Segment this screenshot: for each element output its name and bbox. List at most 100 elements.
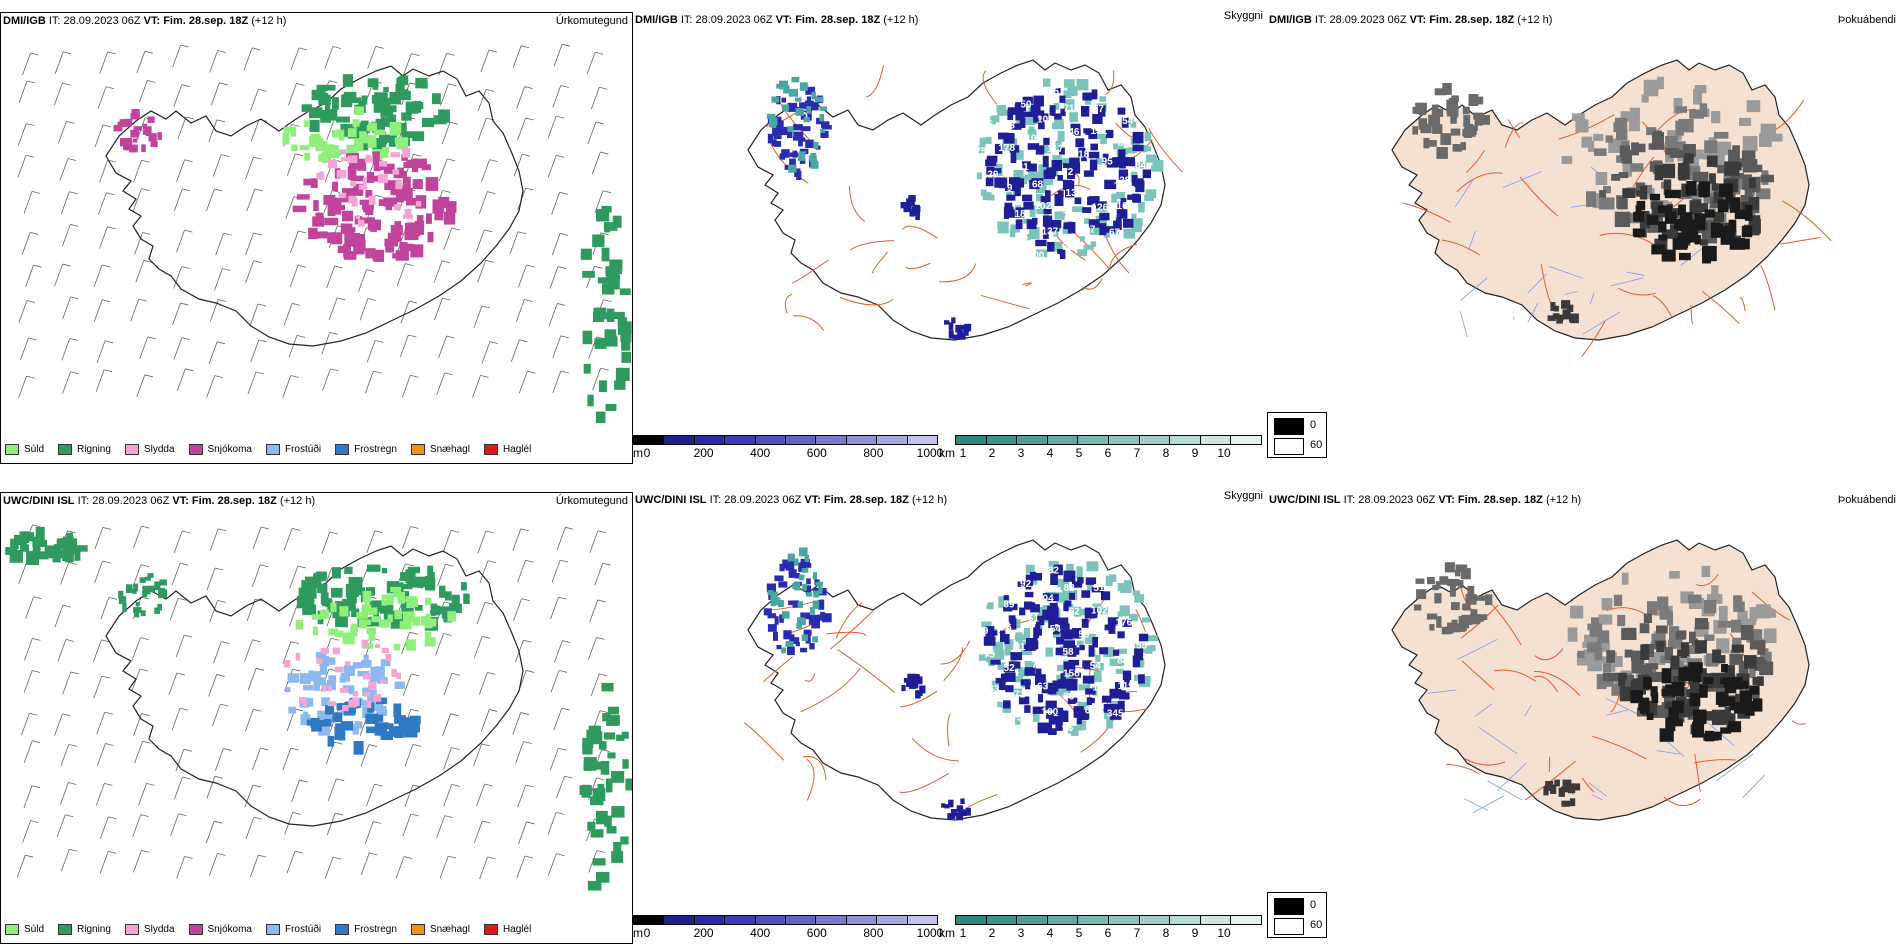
- precip-cell: [368, 681, 377, 690]
- visibility-map: 5870541588159636154526286761567110411275…: [743, 539, 1166, 821]
- fog-cell: [1741, 150, 1756, 161]
- visibility-value-label: 35: [987, 226, 999, 237]
- precip-cell: [351, 197, 358, 207]
- precip-cell: [362, 687, 372, 697]
- fog-cell: [1664, 189, 1681, 199]
- precip-cell: [415, 201, 422, 207]
- fog-cell: [1668, 669, 1680, 684]
- vis-cell: [1017, 581, 1029, 587]
- vis-cell: [1024, 174, 1037, 181]
- vis-cell: [1029, 227, 1040, 240]
- precip-cell: [342, 705, 349, 712]
- vis-cell: [1143, 146, 1152, 152]
- panel-header: DMI/IGB IT: 28.09.2023 06Z VT: Fim. 28.s…: [1269, 14, 1898, 30]
- fog-cell: [1717, 655, 1726, 664]
- cloudbase-colorbar: [633, 915, 938, 925]
- colorbar-segment: [816, 436, 847, 444]
- vis-cell: [1063, 661, 1076, 673]
- vis-cell: [1057, 190, 1064, 197]
- vis-cell: [767, 624, 777, 632]
- vis-cell: [1015, 178, 1024, 188]
- precip-cell: [343, 244, 351, 258]
- fog-cell: [1746, 657, 1755, 666]
- fog-cell: [1647, 601, 1657, 615]
- precip-cell: [372, 151, 380, 164]
- visibility-value-label: 82: [1048, 565, 1060, 576]
- precip-cell: [394, 715, 406, 724]
- model-name: UWC/DINI ISL: [1269, 494, 1341, 506]
- legend-item: Rigning: [58, 443, 111, 455]
- fog-cell: [1593, 148, 1607, 156]
- fog-cell: [1711, 709, 1726, 726]
- precip-cell: [332, 647, 341, 655]
- vis-cell: [1042, 593, 1051, 599]
- precip-cell: [147, 573, 154, 578]
- fog-cell: [1741, 681, 1749, 689]
- fog-panel-uwc: UWC/DINI ISL IT: 28.09.2023 06Z VT: Fim.…: [1267, 492, 1900, 944]
- precip-cell: [404, 243, 414, 252]
- vis-cell: [1076, 566, 1083, 579]
- vis-cell: [798, 562, 807, 572]
- vis-cell: [1048, 226, 1060, 232]
- precip-cell: [330, 602, 337, 613]
- fog-cell: [1718, 621, 1733, 628]
- vis-cell: [914, 206, 921, 212]
- vis-cell: [810, 160, 819, 169]
- fog-cell: [1698, 185, 1708, 198]
- precip-cell: [342, 188, 356, 197]
- precip-cell: [412, 179, 423, 190]
- fog-cell: [1724, 665, 1735, 681]
- visibility-value-label: 59: [1017, 713, 1029, 724]
- vis-cell: [1025, 682, 1031, 690]
- visibility-value-label: 131: [1090, 126, 1107, 137]
- vis-cell: [798, 547, 808, 557]
- vis-cell: [1056, 637, 1065, 645]
- iceland-land: [1391, 59, 1832, 357]
- precip-cell: [394, 610, 402, 620]
- vis-cell: [1027, 143, 1040, 150]
- precip-cell: [323, 719, 332, 726]
- precip-cell: [387, 232, 402, 242]
- fog-cell: [1554, 779, 1560, 787]
- vis-cell: [1090, 143, 1098, 151]
- precip-cell: [316, 571, 327, 580]
- fog-cell: [1760, 123, 1776, 137]
- vis-cell: [1027, 129, 1037, 140]
- fog-cell: [1678, 204, 1686, 216]
- precip-cell: [605, 404, 617, 411]
- precip-cell: [131, 109, 139, 117]
- vis-cell: [948, 799, 954, 808]
- fog-cell: [1420, 123, 1432, 134]
- vis-cell: [1122, 619, 1132, 627]
- vis-cell: [1132, 144, 1144, 151]
- fog-cell: [1726, 713, 1736, 729]
- fog-cell: [1692, 721, 1705, 738]
- legend-swatch: [265, 443, 280, 455]
- colorbar-unit: m: [633, 926, 643, 940]
- precip-cell: [342, 74, 354, 87]
- precip-cell: [461, 582, 467, 591]
- fog-cell: [1436, 108, 1444, 117]
- precip-cell: [20, 544, 30, 552]
- vis-cell: [1065, 188, 1075, 198]
- fog-cell: [1739, 117, 1752, 126]
- colorbar-tick: 3: [1017, 926, 1025, 940]
- precip-cell: [377, 151, 389, 158]
- precip-cell: [332, 181, 338, 192]
- visibility-value-label: 68: [1032, 180, 1044, 191]
- init-time: IT: 28.09.2023 06Z: [1343, 494, 1436, 506]
- fog-cell: [1759, 661, 1774, 676]
- fog-cell: [1550, 302, 1556, 311]
- vis-cell: [776, 644, 782, 650]
- vis-cell: [1063, 640, 1075, 649]
- vis-cell: [1122, 670, 1132, 680]
- fog-cell: [1662, 163, 1676, 179]
- fog-cell: [1685, 670, 1699, 681]
- vis-cell: [1131, 213, 1137, 222]
- fog-cell: [1423, 137, 1430, 149]
- vis-cell: [1099, 606, 1109, 615]
- fog-cell: [1713, 131, 1729, 139]
- colorbar-tick: 5: [1075, 446, 1083, 460]
- vis-cell: [1044, 222, 1050, 231]
- fog-cell: [1567, 627, 1578, 642]
